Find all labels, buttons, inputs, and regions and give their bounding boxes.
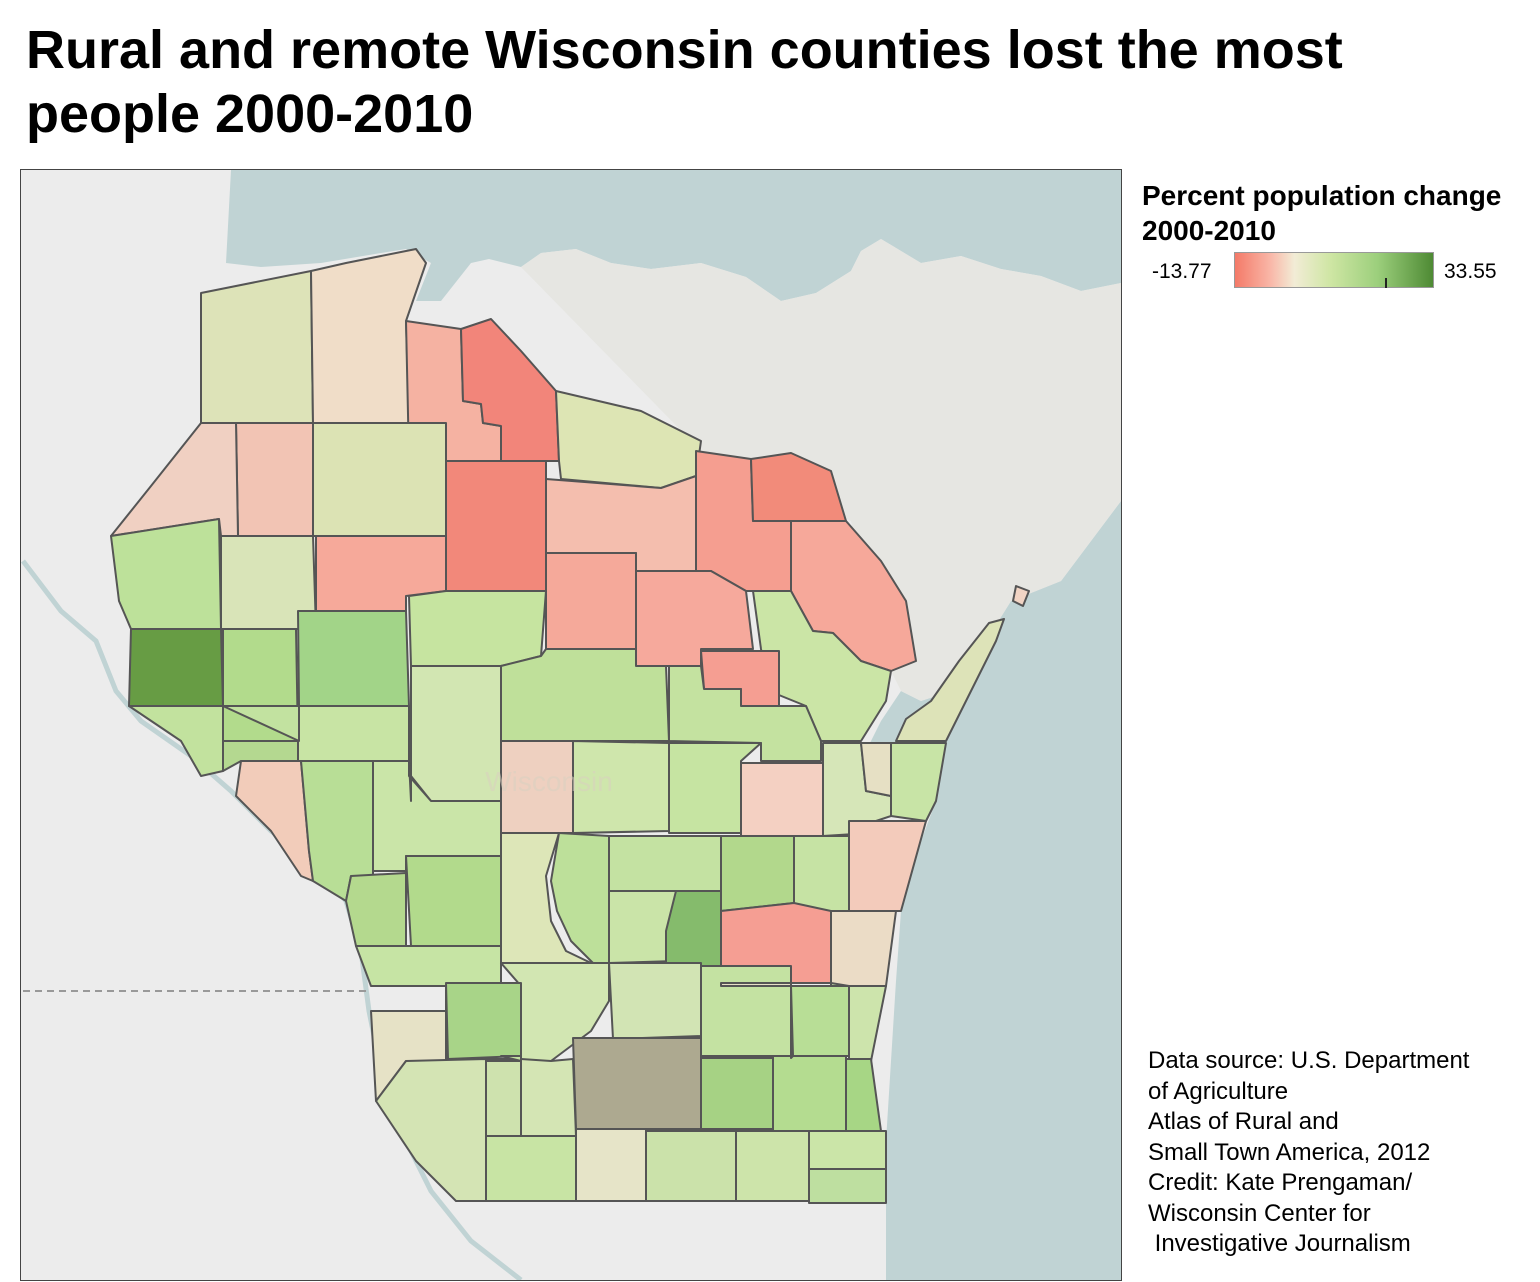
county-region[interactable]: [772, 1055, 847, 1132]
county-region[interactable]: [860, 742, 892, 797]
county-region[interactable]: [700, 965, 792, 1057]
county-region[interactable]: [297, 705, 410, 762]
county-region[interactable]: [608, 962, 702, 1040]
county-region[interactable]: [848, 820, 927, 912]
county-region[interactable]: [645, 1130, 737, 1202]
county-region[interactable]: [235, 422, 314, 537]
county-region[interactable]: [608, 835, 722, 892]
county-region[interactable]: [740, 762, 824, 837]
county-region[interactable]: [545, 552, 637, 650]
county-region[interactable]: [500, 1055, 522, 1062]
county-region[interactable]: [445, 460, 547, 592]
legend-zero-tick: [1385, 278, 1387, 288]
county-region[interactable]: [665, 890, 722, 967]
county-region[interactable]: [128, 705, 224, 777]
county-region[interactable]: [720, 982, 792, 987]
county-region[interactable]: [485, 1135, 577, 1202]
legend-color-ramp[interactable]: [1234, 252, 1434, 288]
county-region[interactable]: [408, 760, 412, 802]
county-region[interactable]: [485, 1060, 522, 1137]
page-title: Rural and remote Wisconsin counties lost…: [26, 20, 1343, 144]
county-region[interactable]: [128, 628, 224, 707]
county-region[interactable]: [297, 610, 410, 707]
county-region[interactable]: [890, 742, 947, 822]
lake-michigan: [861, 501, 1121, 1280]
legend-title: Percent population change 2000-2010: [1142, 180, 1502, 246]
county-region[interactable]: [700, 1057, 774, 1130]
county-region[interactable]: [790, 1055, 794, 1059]
lake-superior: [226, 170, 1121, 301]
map-panel[interactable]: Wisconsin: [20, 169, 1122, 1281]
county-region[interactable]: [750, 452, 847, 522]
county-region[interactable]: [445, 982, 522, 1060]
legend: Percent population change 2000-2010 -13.…: [1142, 178, 1532, 292]
county-region[interactable]: [1012, 585, 1030, 607]
basemap-state-label: Wisconsin: [485, 766, 613, 797]
data-source-credit: Data source: U.S. Department of Agricult…: [1148, 1047, 1470, 1257]
county-region[interactable]: [735, 1130, 810, 1202]
county-region[interactable]: [720, 835, 795, 912]
county-region[interactable]: [808, 1168, 887, 1204]
county-region[interactable]: [572, 1037, 702, 1130]
county-region[interactable]: [790, 985, 850, 1057]
legend-max-label: 33.55: [1444, 260, 1497, 283]
county-region[interactable]: [110, 518, 222, 630]
counties-layer: [110, 248, 1030, 1204]
county-region[interactable]: [312, 422, 447, 537]
wisconsin-county-map[interactable]: Wisconsin: [21, 170, 1121, 1280]
legend-scale: -13.77 33.55: [1142, 252, 1532, 292]
county-region[interactable]: [405, 855, 502, 947]
county-region[interactable]: [575, 1128, 647, 1202]
county-region[interactable]: [895, 618, 1005, 742]
county-region[interactable]: [222, 705, 300, 742]
county-region[interactable]: [830, 910, 897, 987]
county-region[interactable]: [808, 1130, 887, 1170]
county-region[interactable]: [793, 835, 850, 912]
county-region[interactable]: [345, 872, 407, 947]
county-region[interactable]: [830, 982, 850, 987]
county-region[interactable]: [200, 270, 314, 424]
county-region[interactable]: [408, 590, 547, 667]
legend-min-label: -13.77: [1152, 260, 1212, 283]
